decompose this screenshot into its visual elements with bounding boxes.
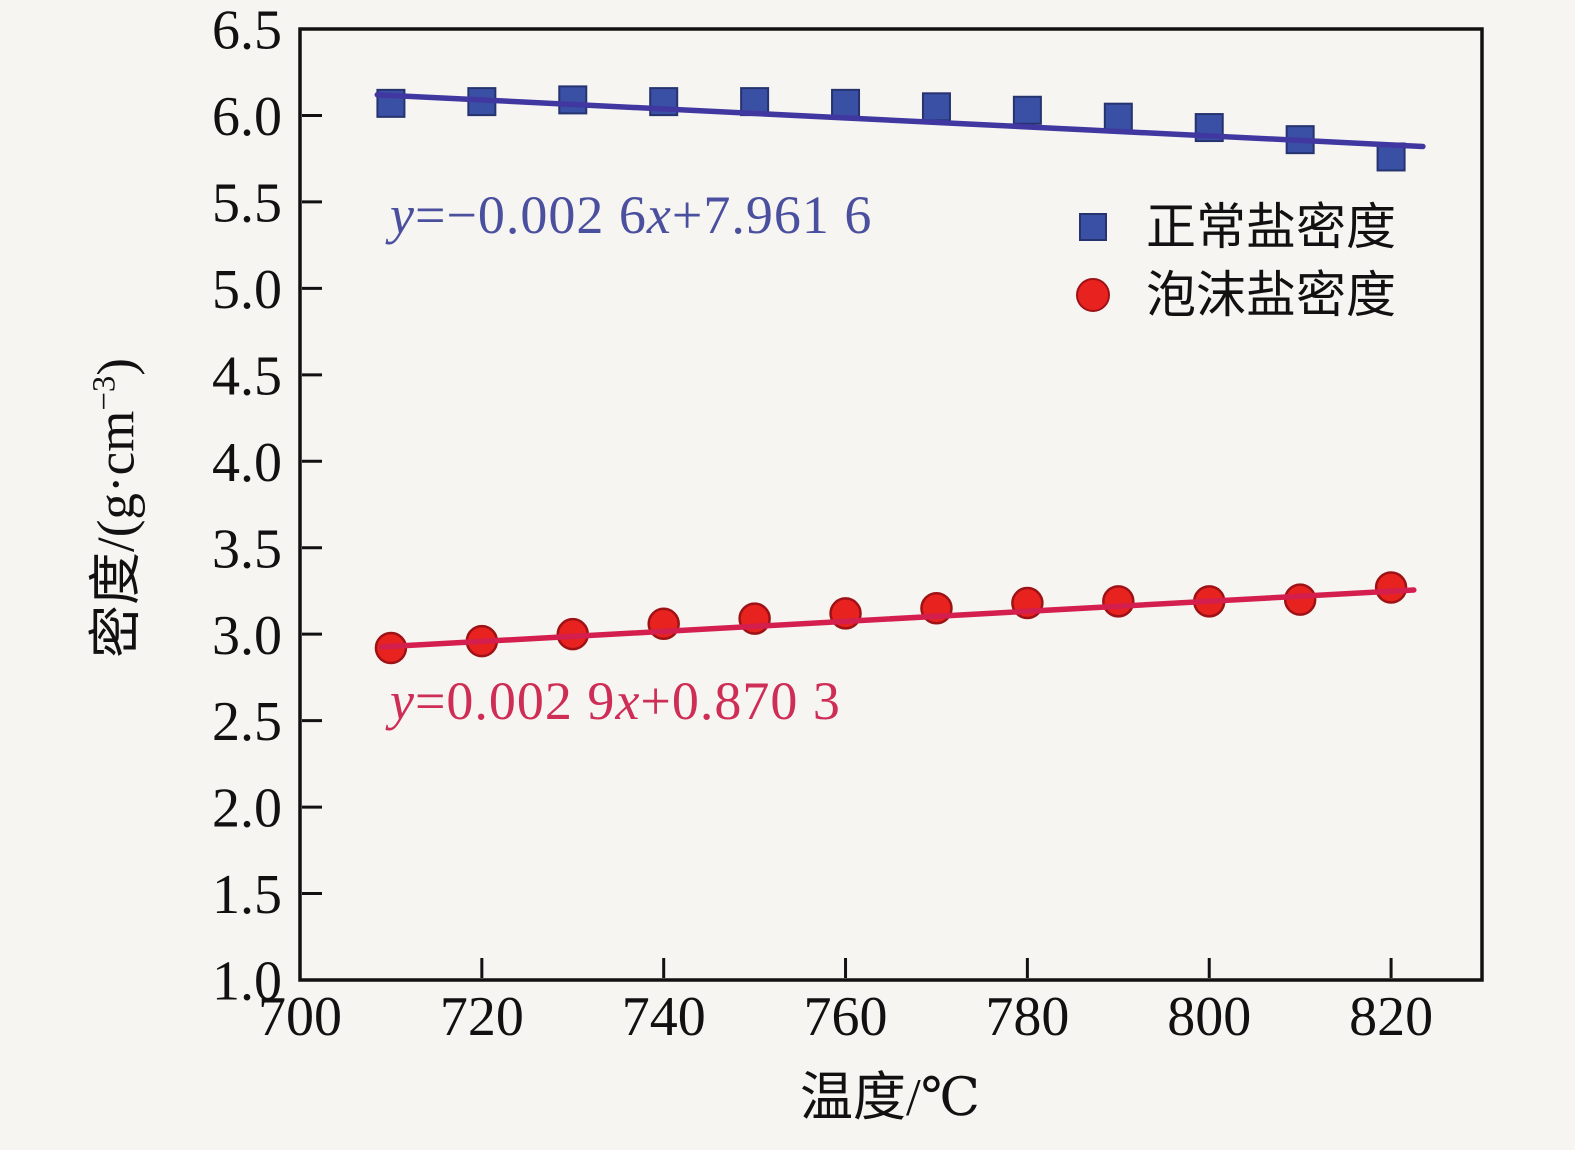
x-tick-label: 780 — [985, 986, 1069, 1048]
fit-equation-foam-salt: y=0.002 9x+0.870 3 — [390, 674, 841, 728]
square-marker-icon — [1079, 213, 1107, 241]
data-point-square — [921, 92, 951, 122]
legend: 正常盐密度 泡沫盐密度 — [1040, 193, 1396, 329]
y-tick-label: 1.0 — [212, 951, 282, 1013]
y-tick-label: 5.0 — [212, 259, 282, 321]
data-point-square — [1103, 102, 1133, 132]
y-tick-label: 4.0 — [212, 432, 282, 494]
legend-item-normal-salt: 正常盐密度 — [1040, 193, 1396, 261]
fit-equation-normal-salt: y=−0.002 6x+7.961 6 — [390, 188, 872, 242]
legend-item-foam-salt: 泡沫盐密度 — [1040, 261, 1396, 329]
y-tick-label: 4.5 — [212, 345, 282, 407]
equation-intercept: +0.870 3 — [640, 671, 841, 731]
y-tick-label: 5.5 — [212, 173, 282, 235]
legend-marker-column — [1040, 278, 1146, 312]
data-point-circle — [1283, 583, 1317, 616]
y-axis-title: 密度/(g·cm−3) — [86, 358, 146, 658]
data-point-circle — [1102, 585, 1135, 618]
x-tick-label: 800 — [1167, 986, 1251, 1048]
y-tick-label: 3.5 — [212, 518, 282, 580]
equation-coefficient: =−0.002 6 — [414, 185, 647, 245]
y-tick-label: 6.0 — [212, 86, 282, 148]
data-point-circle — [1374, 571, 1408, 604]
legend-marker-column — [1040, 213, 1146, 241]
y-tick-label: 1.5 — [212, 864, 282, 926]
equation-x-symbol: x — [615, 671, 641, 731]
x-tick-label: 820 — [1349, 986, 1433, 1048]
y-axis-title-exponent: −3 — [86, 375, 123, 411]
equation-intercept: +7.961 6 — [671, 185, 873, 245]
data-point-square — [831, 88, 861, 118]
data-point-square — [558, 85, 588, 115]
circle-marker-icon — [1076, 278, 1110, 312]
equation-y-symbol: y — [390, 671, 415, 731]
y-tick-label: 2.5 — [212, 691, 282, 753]
y-axis-title-text: 密度/(g·cm — [87, 410, 146, 658]
equation-x-symbol: x — [646, 185, 672, 245]
equation-coefficient: =0.002 9 — [414, 671, 616, 731]
x-tick-label: 760 — [804, 986, 888, 1048]
fit-line — [379, 587, 1417, 650]
x-tick-label: 700 — [258, 986, 342, 1048]
y-tick-label: 2.0 — [212, 778, 282, 840]
x-tick-label: 720 — [440, 986, 524, 1048]
legend-label-normal-salt: 正常盐密度 — [1146, 199, 1396, 255]
plot-border — [298, 27, 1484, 982]
x-axis-title: 温度/℃ — [799, 1069, 980, 1127]
y-tick-label: 3.0 — [212, 605, 282, 667]
fit-line — [374, 92, 1426, 150]
data-point-square — [1012, 95, 1042, 125]
y-axis-title-close: ) — [87, 358, 146, 376]
legend-label-foam-salt: 泡沫盐密度 — [1146, 267, 1396, 323]
y-tick-label: 6.5 — [212, 0, 282, 62]
x-tick-label: 740 — [622, 986, 706, 1048]
equation-y-symbol: y — [390, 185, 415, 245]
